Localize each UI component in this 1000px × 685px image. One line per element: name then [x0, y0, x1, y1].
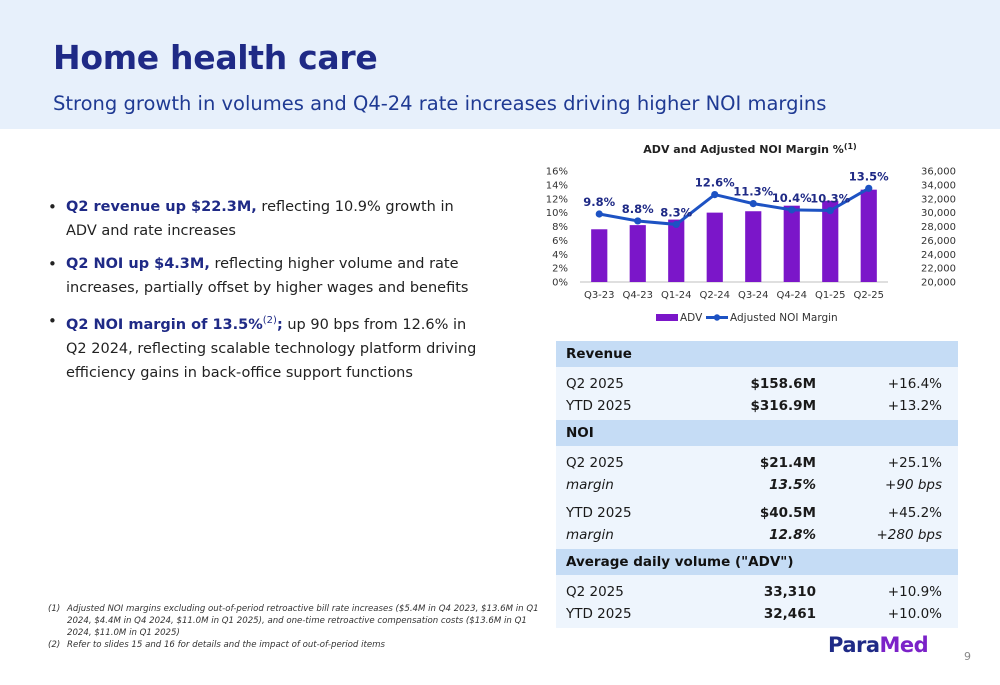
paramed-logo: ParaMed — [828, 633, 929, 657]
y-left-tick-label: 12% — [546, 194, 568, 205]
adv-bar — [706, 212, 723, 282]
page-number: 9 — [964, 650, 971, 663]
revenue-section-header: Revenue — [556, 341, 958, 367]
y-left-tick-label: 10% — [546, 208, 568, 219]
bullet-item: • Q2 revenue up $22.3M, reflecting 10.9% … — [46, 195, 486, 243]
y-right-tick-label: 20,000 — [921, 278, 956, 289]
noi-margin-data-label: 13.5% — [849, 169, 889, 183]
adv-bar — [745, 211, 762, 282]
noi-margin-data-label: 11.3% — [733, 185, 773, 199]
adv-bar — [668, 219, 685, 282]
bullet-item: • Q2 NOI up $4.3M, reflecting higher volu… — [46, 252, 486, 300]
noi-margin-point — [749, 200, 757, 208]
noi-block: Q2 2025 $21.4M +25.1% margin 13.5% +90 b… — [556, 446, 958, 549]
y-right-tick-label: 30,000 — [921, 208, 956, 219]
y-left-tick-label: 8% — [552, 222, 568, 233]
bullet-dot-icon: • — [48, 198, 57, 216]
chart-title: ADV and Adjusted NOI Margin %(1) — [643, 142, 856, 156]
chart-svg: ADV and Adjusted NOI Margin %(1) 0% 2% 4% 6%… — [546, 142, 956, 324]
x-tick-label: Q3-23 — [584, 290, 615, 301]
chart-title-footnote: (1) — [844, 142, 857, 151]
footnote: (2) Refer to slides 15 and 16 for details… — [48, 640, 386, 650]
x-tick-label: Q3-24 — [738, 290, 769, 301]
noi-margin-point — [788, 206, 796, 214]
adv-bar — [629, 225, 646, 282]
noi-margin-data-label: 10.4% — [772, 191, 812, 205]
y-right-tick-label: 34,000 — [921, 180, 956, 191]
noi-margin-data-label: 8.8% — [622, 202, 654, 216]
x-tick-label: Q4-24 — [776, 290, 807, 301]
table-row: YTD 2025 32,461 +10.0% — [566, 606, 942, 622]
y-left-tick-label: 6% — [552, 236, 568, 247]
noi-section-header: NOI — [556, 420, 958, 446]
x-tick-label: Q2-24 — [699, 290, 730, 301]
adv-bar — [822, 200, 839, 282]
bullet-dot-icon: • — [48, 312, 57, 330]
header-band — [0, 0, 1000, 129]
table-row: YTD 2025 $40.5M +45.2% — [566, 505, 942, 521]
table-row: margin 13.5% +90 bps — [566, 477, 942, 493]
x-tick-label: Q4-23 — [622, 290, 653, 301]
y-right-tick-label: 24,000 — [921, 250, 956, 261]
y-left-tick-label: 2% — [552, 264, 568, 275]
adv-bar — [860, 189, 877, 282]
y-left-tick-label: 16% — [546, 167, 568, 178]
noi-margin-data-label: 10.3% — [810, 192, 850, 206]
bullet-dot-icon: • — [48, 255, 57, 273]
table-row: Q2 2025 $158.6M +16.4% — [566, 376, 942, 392]
table-row: YTD 2025 $316.9M +13.2% — [566, 398, 942, 414]
noi-margin-point — [711, 190, 719, 199]
noi-margin-data-label: 9.8% — [583, 195, 615, 209]
y-right-tick-label: 32,000 — [921, 194, 956, 205]
noi-margin-point — [826, 206, 834, 215]
bullet-item: • Q2 NOI margin of 13.5%(2); up 90 bps fr… — [46, 309, 486, 385]
noi-margin-point — [865, 184, 873, 192]
legend-line-marker — [713, 314, 721, 321]
page-title: Home health care — [53, 38, 378, 77]
x-tick-label: Q1-24 — [661, 290, 692, 301]
adv-section-header: Average daily volume ("ADV") — [556, 549, 958, 575]
y-right-tick-label: 28,000 — [921, 222, 956, 233]
kpi-table: Revenue Q2 2025 $158.6M +16.4% YTD 2025 … — [556, 341, 958, 628]
table-row: margin 12.8% +280 bps — [566, 527, 942, 543]
footnote: (1) Adjusted NOI margins excluding out-of… — [48, 604, 539, 638]
y-left-tick-label: 14% — [546, 180, 568, 191]
revenue-block: Q2 2025 $158.6M +16.4% YTD 2025 $316.9M … — [556, 367, 958, 420]
adv-bar — [783, 205, 800, 282]
noi-margin-data-label: 8.3% — [660, 205, 692, 219]
y-left-tick-label: 4% — [552, 250, 568, 261]
bullet-list: • Q2 revenue up $22.3M, reflecting 10.9% … — [46, 195, 486, 394]
adv-bar — [591, 229, 608, 282]
legend-adv-label: ADV — [680, 312, 703, 324]
x-tick-label: Q2-25 — [853, 290, 884, 301]
noi-margin-data-label: 12.6% — [695, 176, 735, 190]
footnotes: (1) Adjusted NOI margins excluding out-of… — [48, 603, 548, 651]
y-left-tick-label: 0% — [552, 278, 568, 289]
y-right-tick-label: 22,000 — [921, 264, 956, 275]
legend-line-label: Adjusted NOI Margin — [730, 312, 838, 324]
x-tick-label: Q1-25 — [815, 290, 846, 301]
noi-margin-point — [672, 220, 680, 229]
noi-margin-point — [595, 210, 603, 218]
legend-adv-swatch — [656, 314, 678, 321]
y-right-tick-label: 26,000 — [921, 236, 956, 247]
noi-margin-point — [634, 217, 642, 225]
adv-noi-chart: ADV and Adjusted NOI Margin %(1) 0% 2% 4% 6%… — [530, 140, 970, 335]
table-row: Q2 2025 $21.4M +25.1% — [566, 455, 942, 471]
noi-margin-line — [598, 187, 870, 226]
y-right-tick-label: 36,000 — [921, 167, 956, 178]
page-subtitle: Strong growth in volumes and Q4-24 rate … — [53, 92, 827, 115]
adv-block: Q2 2025 33,310 +10.9% YTD 2025 32,461 +1… — [556, 575, 958, 628]
table-row: Q2 2025 33,310 +10.9% — [566, 584, 942, 600]
